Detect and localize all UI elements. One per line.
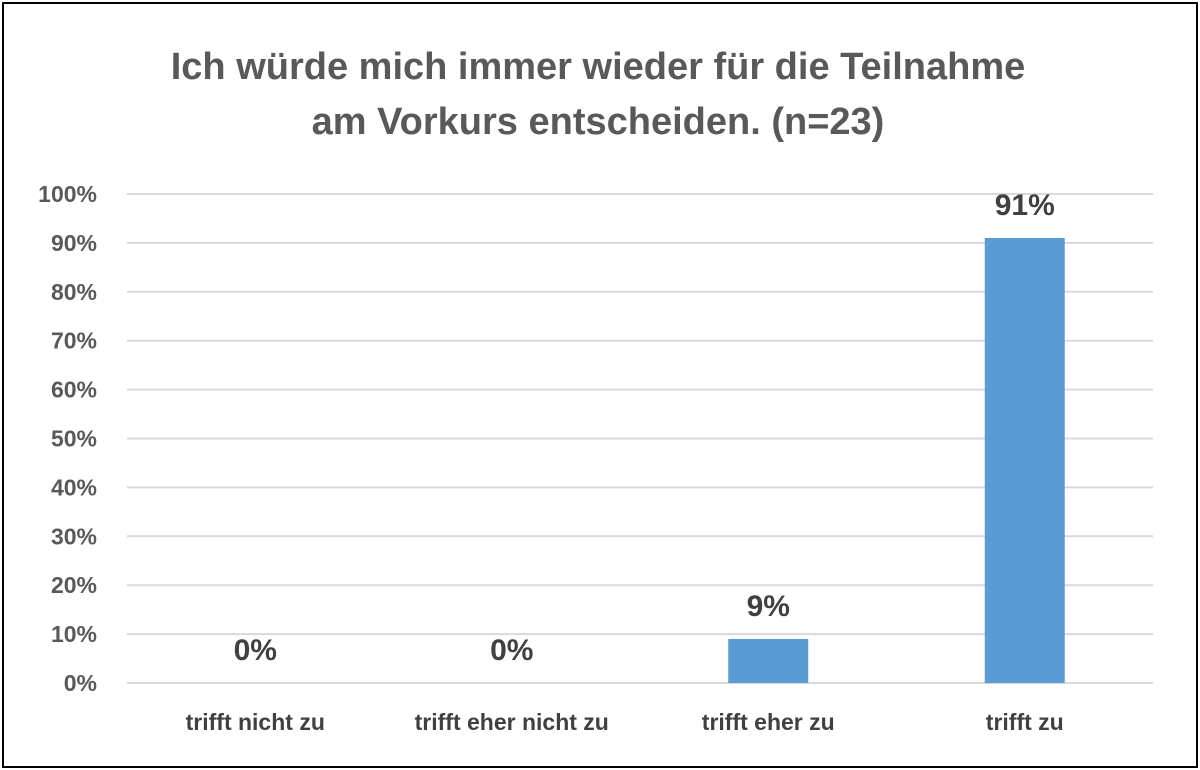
data-label: 0% [234,634,277,667]
y-tick-label: 30% [51,523,97,549]
bar [984,238,1065,683]
data-label: 0% [490,634,533,667]
x-category-label: trifft eher nicht zu [415,709,609,735]
chart-title: Ich würde mich immer wieder für die Teil… [0,40,1196,150]
y-tick-label: 40% [51,474,97,500]
y-tick-label: 60% [51,377,97,403]
y-tick-label: 50% [51,426,97,452]
y-tick-label: 10% [51,621,97,647]
x-category-label: trifft zu [986,709,1064,735]
y-tick-label: 70% [51,328,97,354]
data-label: 91% [995,189,1055,222]
data-label: 9% [747,590,790,623]
chart-title-line-1: Ich würde mich immer wieder für die Teil… [170,46,1026,88]
bar [728,638,809,683]
chart-title-line-2: am Vorkurs entscheiden. (n=23) [311,101,885,143]
x-category-label: trifft eher zu [702,709,835,735]
y-tick-label: 100% [38,181,97,207]
x-category-label: trifft nicht zu [186,709,325,735]
y-tick-label: 20% [51,572,97,598]
y-tick-label: 90% [51,230,97,256]
y-tick-label: 80% [51,279,97,305]
y-tick-label: 0% [64,670,97,696]
